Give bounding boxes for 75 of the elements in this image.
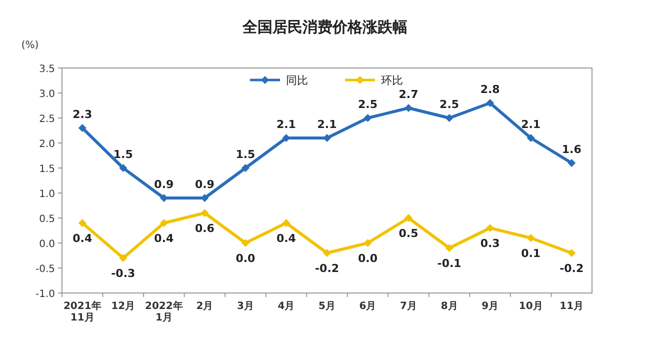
y-tick-label: 3.0 <box>39 89 55 100</box>
data-label: 1.5 <box>236 148 256 161</box>
y-tick-label: -1.0 <box>35 289 55 300</box>
x-tick-label: 2月 <box>196 301 214 312</box>
x-tick-label: 9月 <box>482 301 499 312</box>
legend-label: 环比 <box>381 74 403 87</box>
data-label: 2.7 <box>398 88 418 101</box>
point <box>526 134 535 142</box>
data-label: 2.3 <box>72 108 92 121</box>
point <box>364 239 372 247</box>
point <box>241 164 250 172</box>
data-label: 0.3 <box>480 237 500 250</box>
data-label: 1.5 <box>113 148 133 161</box>
data-label: 0.9 <box>154 178 174 191</box>
point <box>404 214 413 222</box>
data-label: 0.0 <box>358 252 378 265</box>
data-label: 0.1 <box>521 247 541 260</box>
point <box>323 249 331 257</box>
x-tick-label: 12月 <box>111 301 136 312</box>
data-label: 0.9 <box>194 178 214 191</box>
point <box>568 159 576 167</box>
y-tick-label: 2.5 <box>39 114 55 125</box>
data-label: 0.4 <box>154 232 174 245</box>
y-tick-label: 1.5 <box>39 164 55 175</box>
data-label: -0.2 <box>560 262 584 275</box>
x-tick-label: 11月 <box>560 301 584 312</box>
x-tick-label: 8月 <box>440 301 458 312</box>
point <box>445 244 454 252</box>
data-label: -0.2 <box>314 262 340 275</box>
x-tick-label: 3月 <box>236 301 254 312</box>
y-tick-label: 3.5 <box>39 64 55 75</box>
x-tick-label: 2021年 11月 <box>63 300 102 324</box>
chart-title: 全国居民消费价格涨跌幅 <box>242 18 408 36</box>
x-tick-label: 5月 <box>318 301 336 312</box>
y-axis-title: (%) <box>21 40 39 51</box>
x-tick-label: 10月 <box>518 301 543 312</box>
point <box>78 124 86 132</box>
data-label: 2.8 <box>480 83 500 96</box>
point <box>526 234 535 242</box>
data-label: 0.6 <box>194 222 215 235</box>
y-tick-label: 0.5 <box>39 214 55 225</box>
point <box>486 99 494 107</box>
data-label: -0.1 <box>437 257 462 270</box>
y-tick-label: 2.0 <box>39 139 55 150</box>
x-tick-label: 7月 <box>400 301 418 312</box>
point <box>200 209 209 217</box>
data-label: 0.5 <box>398 227 418 240</box>
point <box>404 104 413 112</box>
point <box>486 224 494 232</box>
data-label: 2.5 <box>358 98 378 111</box>
data-label: 1.6 <box>562 143 582 156</box>
point <box>445 114 454 122</box>
data-label: 2.1 <box>521 118 541 131</box>
point <box>119 164 128 172</box>
point <box>78 219 86 227</box>
data-label: 0.4 <box>72 232 92 245</box>
y-tick-label: -0.5 <box>35 264 55 275</box>
data-label: 2.1 <box>276 118 296 131</box>
x-tick-label: 4月 <box>278 301 295 312</box>
data-label: 0.4 <box>276 232 296 245</box>
y-tick-label: 1.0 <box>39 189 55 200</box>
data-label: 0.0 <box>236 252 256 265</box>
y-tick-label: 0.0 <box>39 239 55 250</box>
data-label: -0.3 <box>111 267 136 280</box>
point <box>364 114 372 122</box>
point <box>241 239 250 247</box>
point <box>568 249 576 257</box>
data-label: 2.1 <box>317 118 337 131</box>
data-label: 2.5 <box>440 98 460 111</box>
point <box>282 219 290 227</box>
legend-label: 同比 <box>286 74 308 87</box>
point <box>160 219 168 227</box>
point <box>119 254 128 262</box>
x-tick-label: 2022年 1月 <box>145 300 183 324</box>
x-tick-label: 6月 <box>359 301 376 312</box>
